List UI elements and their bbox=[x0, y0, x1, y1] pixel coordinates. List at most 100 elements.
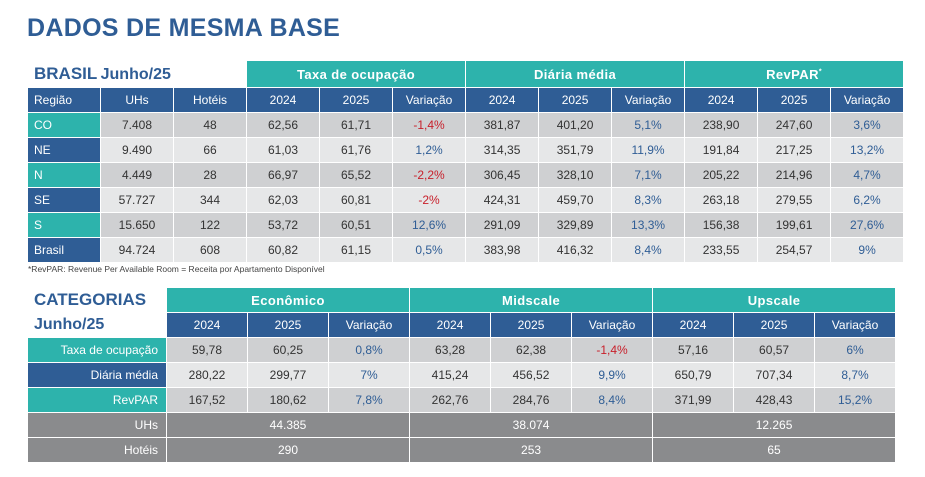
cell-diaria-2024: 424,31 bbox=[466, 188, 539, 212]
categorias-heading: CATEGORIAS bbox=[28, 288, 166, 312]
cell-up-2024: 57,16 bbox=[653, 338, 734, 362]
cell-up-uhs: 12.265 bbox=[653, 413, 896, 437]
categorias-table: CATEGORIAS Econômico Midscale Upscale Ju… bbox=[27, 287, 896, 463]
cell-revpar-variacao: 13,2% bbox=[831, 138, 904, 162]
col-header-eco-variacao: Variação bbox=[329, 313, 410, 337]
cell-taxa-2025: 65,52 bbox=[320, 163, 393, 187]
cell-revpar-2025: 279,55 bbox=[758, 188, 831, 212]
cell-taxa-variacao: -2,2% bbox=[393, 163, 466, 187]
table-row: Brasil 94.724 608 60,82 61,15 0,5% 383,9… bbox=[28, 238, 904, 262]
group-revpar: RevPAR* bbox=[685, 61, 904, 87]
cell-up-2025: 707,34 bbox=[734, 363, 815, 387]
col-header-revpar-variacao: Variação bbox=[831, 88, 904, 112]
col-header-eco-2024: 2024 bbox=[167, 313, 247, 337]
col-header-taxa-2025: 2025 bbox=[320, 88, 393, 112]
cell-eco-2024: 280,22 bbox=[167, 363, 247, 387]
cell-diaria-variacao: 11,9% bbox=[612, 138, 685, 162]
categorias-period: Junho/25 bbox=[28, 313, 166, 337]
region-label: Brasil bbox=[28, 238, 100, 262]
cell-diaria-variacao: 5,1% bbox=[612, 113, 685, 137]
col-header-revpar-2025: 2025 bbox=[758, 88, 831, 112]
cell-revpar-variacao: 3,6% bbox=[831, 113, 904, 137]
cell-eco-2025: 60,25 bbox=[248, 338, 328, 362]
cell-eco-2024: 167,52 bbox=[167, 388, 247, 412]
col-header-taxa-2024: 2024 bbox=[247, 88, 320, 112]
cell-up-variacao: 8,7% bbox=[815, 363, 896, 387]
cell-diaria-2025: 459,70 bbox=[539, 188, 612, 212]
cell-hoteis: 122 bbox=[174, 213, 247, 237]
col-header-mid-2025: 2025 bbox=[491, 313, 572, 337]
col-header-diaria-variacao: Variação bbox=[612, 88, 685, 112]
cell-revpar-2024: 238,90 bbox=[685, 113, 758, 137]
cell-taxa-2024: 62,56 bbox=[247, 113, 320, 137]
cell-diaria-2024: 381,87 bbox=[466, 113, 539, 137]
cell-revpar-2024: 205,22 bbox=[685, 163, 758, 187]
cell-diaria-variacao: 13,3% bbox=[612, 213, 685, 237]
cell-mid-uhs: 38.074 bbox=[410, 413, 653, 437]
cell-mid-variacao: 9,9% bbox=[572, 363, 653, 387]
cell-taxa-variacao: 12,6% bbox=[393, 213, 466, 237]
table-row: UHs 44.385 38.074 12.265 bbox=[28, 413, 896, 437]
cell-mid-variacao: -1,4% bbox=[572, 338, 653, 362]
cell-uhs: 57.727 bbox=[101, 188, 173, 212]
metric-label: RevPAR bbox=[28, 388, 166, 412]
region-label: N bbox=[28, 163, 100, 187]
col-header-diaria-2025: 2025 bbox=[539, 88, 612, 112]
cell-uhs: 94.724 bbox=[101, 238, 173, 262]
region-label: SE bbox=[28, 188, 100, 212]
cell-diaria-variacao: 8,4% bbox=[612, 238, 685, 262]
group-taxa-ocupacao: Taxa de ocupação bbox=[247, 61, 466, 87]
cell-revpar-variacao: 6,2% bbox=[831, 188, 904, 212]
cell-eco-2025: 299,77 bbox=[248, 363, 328, 387]
cell-revpar-variacao: 4,7% bbox=[831, 163, 904, 187]
cell-revpar-variacao: 9% bbox=[831, 238, 904, 262]
cell-up-hoteis: 65 bbox=[653, 438, 896, 462]
cell-eco-variacao: 0,8% bbox=[329, 338, 410, 362]
cell-mid-2024: 262,76 bbox=[410, 388, 491, 412]
cell-mid-2025: 62,38 bbox=[491, 338, 572, 362]
cell-diaria-2025: 401,20 bbox=[539, 113, 612, 137]
cell-up-2024: 650,79 bbox=[653, 363, 734, 387]
col-header-up-variacao: Variação bbox=[815, 313, 896, 337]
col-header-diaria-2024: 2024 bbox=[466, 88, 539, 112]
cell-diaria-variacao: 8,3% bbox=[612, 188, 685, 212]
page-title: DADOS DE MESMA BASE bbox=[27, 14, 341, 42]
metric-label: Taxa de ocupação bbox=[28, 338, 166, 362]
cell-taxa-variacao: -2% bbox=[393, 188, 466, 212]
cell-hoteis: 48 bbox=[174, 113, 247, 137]
cell-uhs: 15.650 bbox=[101, 213, 173, 237]
cell-diaria-2024: 291,09 bbox=[466, 213, 539, 237]
col-header-taxa-variacao: Variação bbox=[393, 88, 466, 112]
col-header-revpar-2024: 2024 bbox=[685, 88, 758, 112]
cell-taxa-variacao: 1,2% bbox=[393, 138, 466, 162]
cell-diaria-variacao: 7,1% bbox=[612, 163, 685, 187]
cell-revpar-2025: 247,60 bbox=[758, 113, 831, 137]
cell-hoteis: 66 bbox=[174, 138, 247, 162]
cell-taxa-2025: 60,51 bbox=[320, 213, 393, 237]
table-row: Taxa de ocupação 59,78 60,25 0,8% 63,28 … bbox=[28, 338, 896, 362]
cell-taxa-2024: 66,97 bbox=[247, 163, 320, 187]
table-row: S 15.650 122 53,72 60,51 12,6% 291,09 32… bbox=[28, 213, 904, 237]
cell-mid-variacao: 8,4% bbox=[572, 388, 653, 412]
table-row: N 4.449 28 66,97 65,52 -2,2% 306,45 328,… bbox=[28, 163, 904, 187]
cell-taxa-2025: 61,15 bbox=[320, 238, 393, 262]
cell-taxa-2025: 61,71 bbox=[320, 113, 393, 137]
cell-mid-2025: 284,76 bbox=[491, 388, 572, 412]
cell-diaria-2024: 314,35 bbox=[466, 138, 539, 162]
brasil-heading: BRASIL Junho/25 bbox=[28, 61, 247, 87]
cell-diaria-2024: 306,45 bbox=[466, 163, 539, 187]
cell-revpar-2024: 263,18 bbox=[685, 188, 758, 212]
cell-diaria-2025: 351,79 bbox=[539, 138, 612, 162]
cell-taxa-variacao: 0,5% bbox=[393, 238, 466, 262]
cell-eco-2025: 180,62 bbox=[248, 388, 328, 412]
cell-diaria-2025: 328,10 bbox=[539, 163, 612, 187]
group-diaria-media: Diária média bbox=[466, 61, 685, 87]
col-header-regiao: Região bbox=[28, 88, 100, 112]
col-header-uhs: UHs bbox=[101, 88, 173, 112]
group-economico: Econômico bbox=[167, 288, 410, 312]
cell-uhs: 4.449 bbox=[101, 163, 173, 187]
cell-hoteis: 608 bbox=[174, 238, 247, 262]
cell-eco-hoteis: 290 bbox=[167, 438, 410, 462]
brasil-table: BRASIL Junho/25 Taxa de ocupação Diária … bbox=[27, 60, 904, 263]
cell-up-2024: 371,99 bbox=[653, 388, 734, 412]
